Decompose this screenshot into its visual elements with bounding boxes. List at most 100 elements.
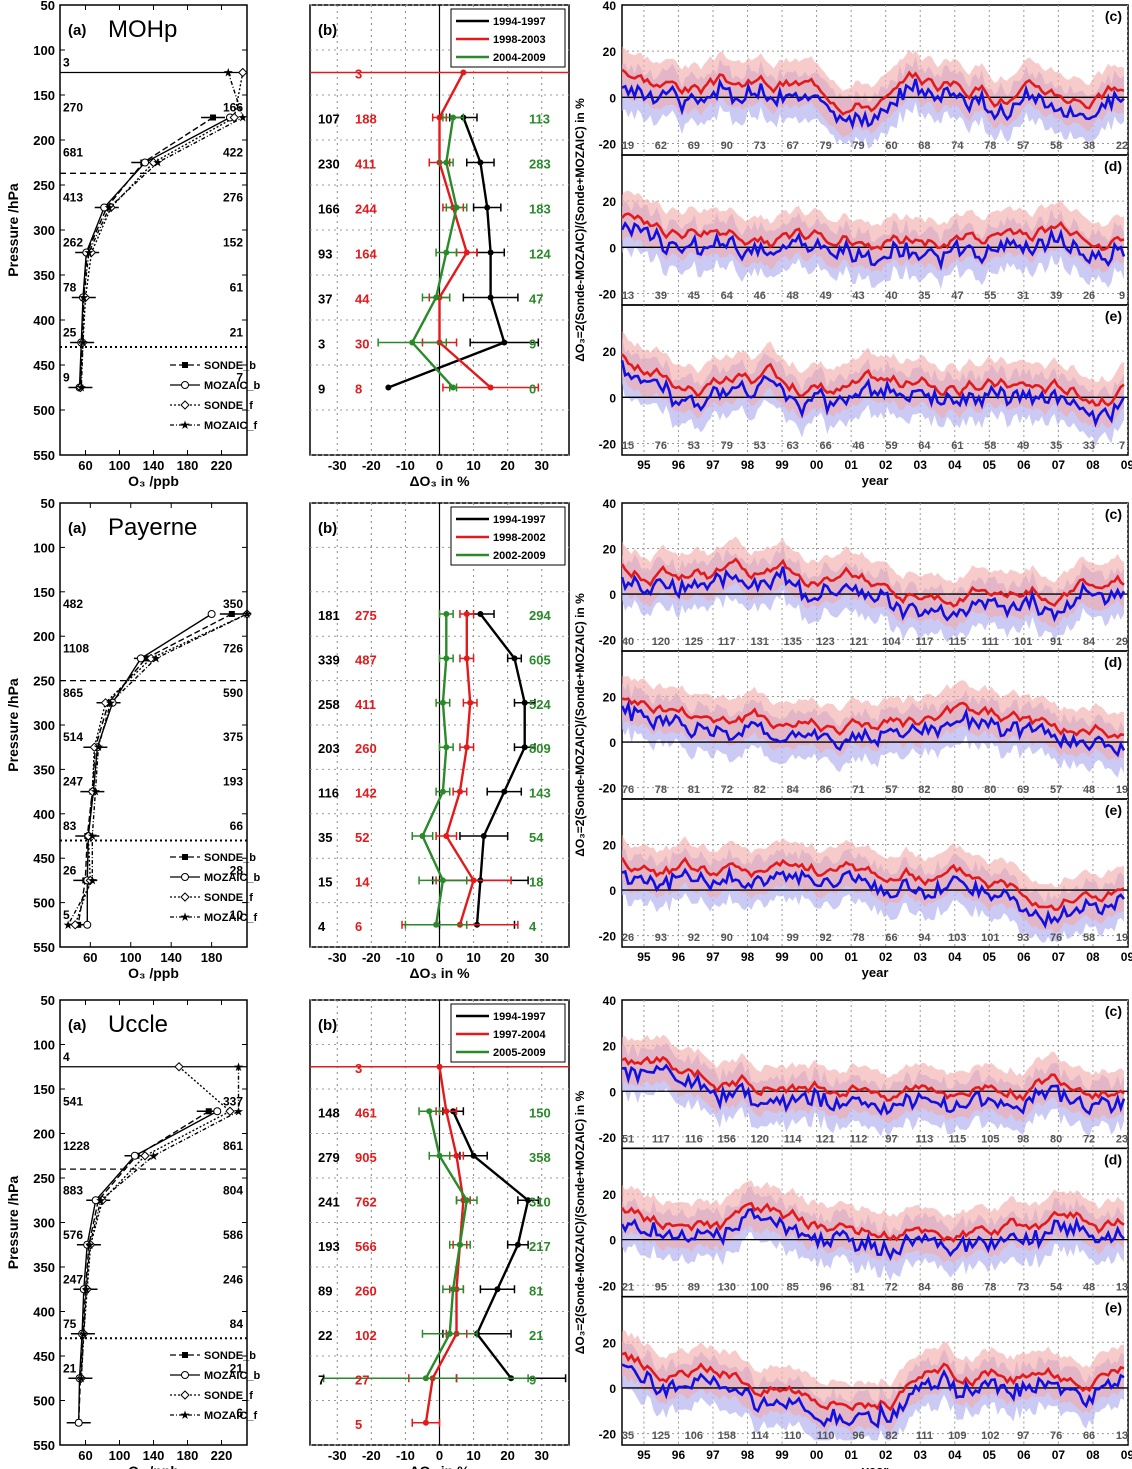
- count-label: 57: [885, 784, 897, 796]
- count-label: 49: [819, 290, 831, 302]
- x-tick-label: 100: [109, 458, 131, 473]
- x-tick-label: 0: [436, 1448, 443, 1463]
- count-label: 57: [1017, 140, 1029, 152]
- mozaic-f-marker: ★: [84, 1238, 95, 1252]
- y-tick-label: -20: [599, 137, 617, 151]
- count-period3: 113: [529, 112, 550, 127]
- period3-point: [443, 744, 450, 751]
- panel-d: -20 0 20 (d) 13 39 45 64 46 48 49 43 40 35 47 55 31 39 26 9: [599, 154, 1129, 306]
- period1-line: [475, 613, 526, 925]
- period2-point: [436, 114, 443, 121]
- panel-b-label: (b): [318, 22, 337, 39]
- count-right: 28: [230, 863, 244, 877]
- legend-marker: ★: [180, 418, 191, 432]
- mozaic-b-marker: [141, 158, 149, 167]
- count-label: 66: [1083, 1430, 1095, 1442]
- count-label: 84: [918, 1282, 931, 1294]
- x-tick-label: 140: [143, 458, 165, 473]
- mozaic-f-marker: ★: [93, 740, 104, 754]
- mozaic-f-marker: ★: [78, 1327, 89, 1341]
- y-tick-label: 450: [33, 358, 55, 373]
- count-period1: 3: [318, 337, 325, 352]
- count-label: 72: [885, 1282, 897, 1294]
- panel-e: -20 0 20 (e) 26 93 92 90 104 99 92 78 66 94 103 101 93 76…: [599, 798, 1129, 948]
- count-right: 166: [223, 101, 243, 115]
- y-tick-label: 50: [41, 496, 55, 511]
- year-tick-label: 01: [844, 1448, 858, 1462]
- count-left: 247: [63, 1272, 83, 1286]
- panel-label: (c): [1105, 1003, 1122, 1019]
- count-period2: 6: [355, 919, 362, 934]
- count-label: 101: [1014, 636, 1032, 648]
- x-tick-label: 100: [120, 950, 142, 965]
- count-label: 58: [1050, 140, 1062, 152]
- y-tick-label: -20: [599, 930, 617, 944]
- y-tick-label: 40: [603, 497, 617, 511]
- count-period2: 762: [355, 1194, 377, 1209]
- count-left: 5: [63, 908, 70, 922]
- count-label: 115: [948, 636, 966, 648]
- count-left: 514: [63, 730, 83, 744]
- count-period3: 358: [529, 1150, 551, 1165]
- red-curve: [621, 1055, 1125, 1102]
- count-label: 123: [816, 636, 834, 648]
- panel-e: -20 0 20 (e) 15 76 53 79 53 63 66 46 59 64 61 58 49 35 33 7: [599, 304, 1129, 456]
- count-label: 94: [918, 932, 931, 944]
- x-tick-label: -20: [362, 950, 381, 965]
- sonde-f-marker: [78, 337, 88, 348]
- y-tick-label: 0: [609, 588, 616, 602]
- y-axis-label: ΔO₃=2(Sonde-MOZAIC)/(Sonde+MOZAIC) in %: [573, 593, 587, 857]
- sonde-f-line: [80, 1066, 232, 1379]
- y-tick-label: 20: [603, 45, 617, 59]
- sonde-f-marker: [83, 831, 94, 841]
- panel-label: (c): [1105, 506, 1122, 522]
- period2-point: [467, 699, 474, 706]
- count-label: 91: [1050, 636, 1062, 648]
- sonde-f-marker: [82, 1284, 92, 1294]
- count-label: 58: [1083, 932, 1095, 944]
- count-period2: 461: [355, 1105, 377, 1120]
- count-label: 110: [784, 1430, 802, 1442]
- mozaic-f-marker: ★: [104, 201, 115, 215]
- legend-marker: [181, 1371, 189, 1379]
- period2-point: [463, 249, 470, 256]
- count-label: 71: [852, 784, 864, 796]
- panel-label: (d): [1104, 1151, 1122, 1167]
- count-label: 53: [754, 440, 766, 452]
- count-label: 72: [1083, 1133, 1095, 1145]
- count-label: 102: [981, 1430, 999, 1442]
- count-right: 726: [223, 641, 243, 655]
- count-left: 78: [63, 281, 77, 295]
- legend-label: 1994-1997: [493, 16, 546, 28]
- count-label: 69: [688, 140, 700, 152]
- period3-point: [453, 204, 460, 211]
- count-left: 541: [63, 1094, 83, 1108]
- y-tick-label: 550: [33, 448, 55, 463]
- legend-marker: [180, 892, 190, 902]
- panel-c: -20 0 20 40 (c) 19 62 69 90 73 67 79 79 60 68 74 78 57 58 3…: [599, 0, 1129, 156]
- x-tick-label: 10: [466, 950, 480, 965]
- year-tick-label: 07: [1052, 1448, 1066, 1462]
- y-tick-label: 50: [41, 0, 55, 13]
- y-tick-label: 500: [33, 896, 55, 911]
- blue-curve: [621, 1063, 1126, 1117]
- blue-curve: [620, 699, 1126, 758]
- panel-d: -20 0 20 (d) 21 95 89 130 100 85 96 81 72 84 86 78 73 54 4…: [599, 1147, 1129, 1298]
- y-tick-label: 0: [609, 391, 616, 405]
- count-period2: 102: [355, 1328, 377, 1343]
- y-tick-label: 20: [603, 839, 617, 853]
- sonde-f-marker: [100, 698, 111, 708]
- panel-b-label: (b): [318, 1017, 337, 1034]
- red-band: [622, 331, 1124, 429]
- count-period3: 150: [529, 1105, 551, 1120]
- year-tick-label: 96: [672, 950, 686, 964]
- count-left: 270: [63, 101, 83, 115]
- year-tick-label: 99: [775, 458, 789, 472]
- blue-curve: [620, 360, 1126, 428]
- legend-label: SONDE_b: [204, 1350, 256, 1362]
- count-label: 86: [951, 1282, 963, 1294]
- count-left: 3: [63, 56, 70, 70]
